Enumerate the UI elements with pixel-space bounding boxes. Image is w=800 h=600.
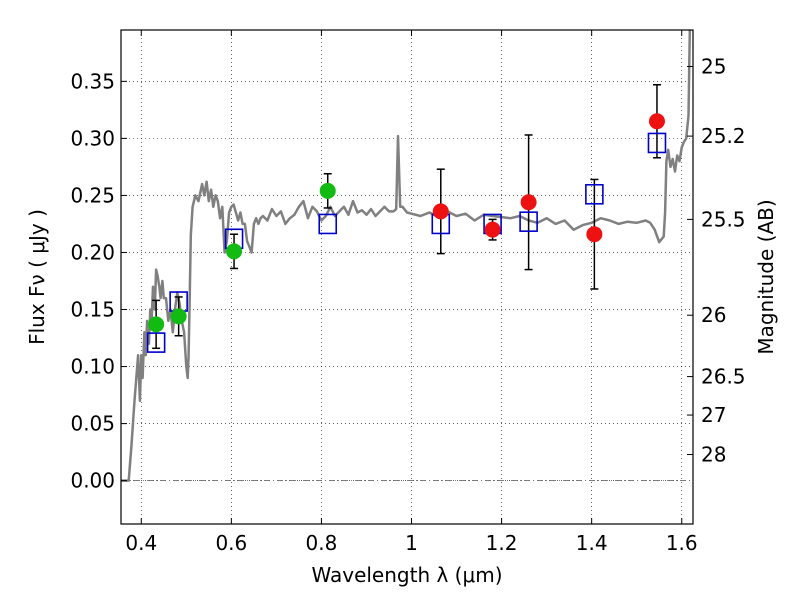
x-axis-label: Wavelength λ (μm) (311, 563, 502, 587)
y-axis-label: Flux Fν ( μJy ) (25, 209, 49, 345)
model-photometry-square (318, 213, 338, 235)
x-tick-label: 1.6 (666, 531, 698, 555)
right-tick-label: 26.5 (701, 365, 746, 389)
right-tick-label: 25.2 (701, 124, 746, 148)
x-tick-label: 1 (405, 531, 418, 555)
x-tick-label: 1.4 (576, 531, 608, 555)
right-tick-label: 25 (701, 55, 726, 79)
y-tick-label: 0.20 (70, 240, 115, 264)
right-tick-label: 25.5 (701, 207, 746, 231)
model-photometry-square (647, 132, 667, 154)
y-tick-label: 0.25 (70, 183, 115, 207)
x-tick-labels: 0.4 0.6 0.8 1 1.2 1.4 1.6 (125, 531, 697, 555)
model-photometry-square (585, 183, 604, 205)
ticks (121, 30, 693, 524)
observed-flux-point (148, 316, 165, 333)
y-tick-label: 0.10 (70, 355, 115, 379)
y-tick-labels: 0.00 0.05 0.10 0.15 0.20 0.25 0.30 0.35 (70, 69, 115, 492)
y-tick-label: 0.00 (70, 469, 115, 493)
plot-frame (120, 29, 694, 525)
model-photometry-square (519, 211, 538, 232)
right-tick-label: 26 (701, 303, 726, 327)
observed-flux-point (432, 203, 449, 220)
x-tick-label: 0.6 (215, 531, 247, 555)
y-tick-label: 0.30 (70, 126, 115, 150)
observed-flux-point (648, 113, 665, 130)
y-tick-label: 0.05 (70, 412, 115, 436)
observed-flux-point (484, 221, 501, 238)
right-tick-label: 27 (701, 403, 726, 427)
y-tick-label: 0.15 (70, 298, 115, 322)
x-tick-label: 0.4 (125, 531, 157, 555)
data-markers (146, 113, 667, 353)
x-tick-label: 1.2 (486, 531, 518, 555)
observed-flux-point (226, 243, 243, 260)
x-tick-label: 0.8 (306, 531, 338, 555)
observed-flux-point (586, 226, 603, 243)
y-tick-label: 0.35 (70, 69, 115, 93)
right-tick-label: 28 (701, 443, 726, 467)
right-axis-label: Magnitude (AB) (754, 199, 778, 354)
observed-flux-point (520, 194, 537, 211)
grid (121, 30, 693, 524)
model-photometry-square (146, 332, 166, 353)
observed-flux-point (319, 182, 336, 199)
model-sed (121, 30, 692, 482)
observed-flux-point (170, 308, 187, 325)
right-tick-labels: 25 25.2 25.5 26 26.5 27 28 (701, 55, 746, 467)
model-sed-line (121, 30, 692, 482)
